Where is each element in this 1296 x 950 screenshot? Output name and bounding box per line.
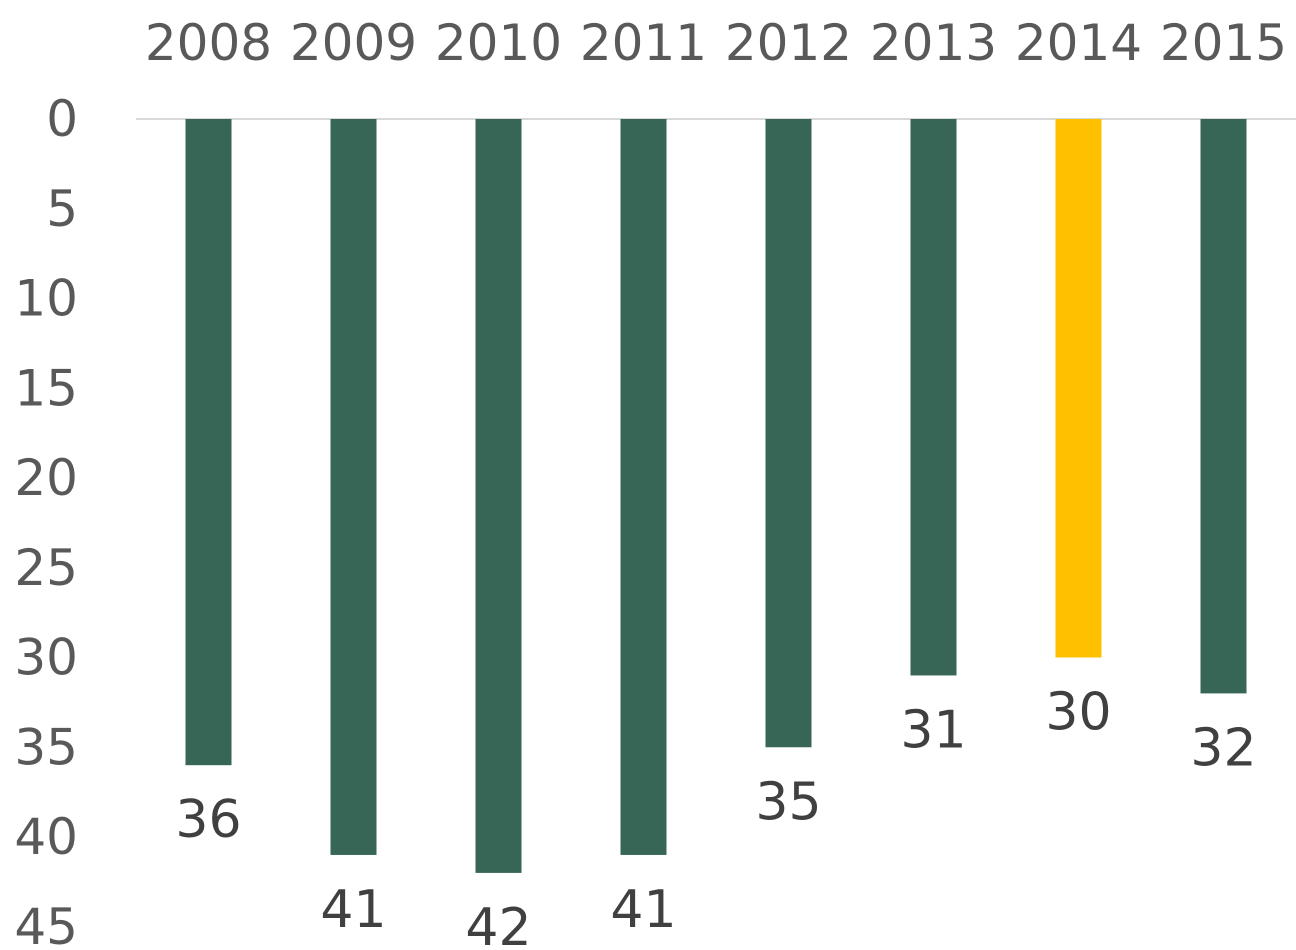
x-tick-label: 2015 — [1160, 14, 1287, 72]
y-tick-label: 30 — [14, 629, 78, 687]
y-tick-label: 40 — [14, 808, 78, 866]
data-labels: 36 41 42 41 35 31 30 32 — [175, 683, 1256, 950]
y-tick-label: 15 — [14, 359, 78, 417]
data-label: 31 — [900, 700, 966, 760]
y-tick-label: 0 — [46, 90, 78, 148]
x-tick-label: 2011 — [580, 14, 707, 72]
data-label: 36 — [175, 790, 241, 850]
bar-2015 — [1200, 119, 1247, 694]
y-tick-label: 20 — [14, 449, 78, 507]
x-tick-label: 2010 — [435, 14, 562, 72]
data-label: 41 — [610, 880, 676, 940]
x-tick-label: 2009 — [290, 14, 417, 72]
y-tick-label: 45 — [14, 898, 78, 950]
bar-2010 — [475, 119, 522, 873]
y-tick-label: 5 — [46, 180, 78, 238]
bar-2013 — [910, 119, 957, 676]
bar-2014 — [1055, 119, 1102, 658]
x-tick-label: 2008 — [145, 14, 272, 72]
x-tick-label: 2014 — [1015, 14, 1142, 72]
bar-2012 — [765, 119, 812, 748]
y-tick-label: 35 — [14, 718, 78, 776]
x-tick-label: 2012 — [725, 14, 852, 72]
data-label: 41 — [320, 880, 386, 940]
data-label: 42 — [465, 898, 531, 950]
bar-2008 — [185, 119, 232, 766]
x-axis-ticks: 2008 2009 2010 2011 2012 2013 2014 2015 — [145, 14, 1287, 72]
y-tick-label: 25 — [14, 539, 78, 597]
bars — [185, 119, 1247, 873]
data-label: 32 — [1190, 718, 1256, 778]
bar-2009 — [330, 119, 377, 855]
y-axis-ticks: 0 5 10 15 20 25 30 35 40 45 — [14, 90, 78, 950]
y-tick-label: 10 — [14, 270, 78, 328]
data-label: 35 — [755, 772, 821, 832]
data-label: 30 — [1045, 683, 1111, 743]
x-tick-label: 2013 — [870, 14, 997, 72]
bar-2011 — [620, 119, 667, 855]
